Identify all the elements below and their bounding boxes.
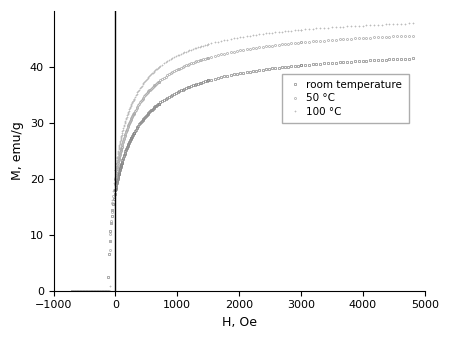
Line: 100 °C: 100 °C	[71, 22, 414, 292]
room temperature	[410, 56, 415, 61]
Legend: room temperature, 50 °C, 100 °C: room temperature, 50 °C, 100 °C	[283, 73, 409, 123]
50 °C	[77, 289, 82, 293]
Line: 50 °C: 50 °C	[71, 35, 414, 292]
50 °C	[97, 289, 103, 293]
100 °C	[77, 289, 82, 293]
room temperature	[117, 167, 122, 171]
100 °C	[81, 289, 86, 293]
100 °C	[345, 24, 350, 29]
100 °C	[117, 141, 122, 145]
50 °C	[170, 70, 175, 74]
50 °C	[69, 289, 75, 293]
Y-axis label: M, emu/g: M, emu/g	[11, 121, 24, 180]
50 °C	[117, 152, 122, 156]
room temperature	[345, 60, 350, 64]
100 °C	[69, 289, 75, 293]
room temperature	[97, 289, 103, 293]
X-axis label: H, Oe: H, Oe	[222, 316, 256, 329]
room temperature	[77, 289, 82, 293]
room temperature	[170, 93, 175, 97]
50 °C	[81, 289, 86, 293]
100 °C	[410, 21, 415, 26]
100 °C	[170, 56, 175, 60]
50 °C	[410, 34, 415, 38]
Line: room temperature: room temperature	[71, 57, 414, 292]
100 °C	[97, 289, 103, 293]
50 °C	[345, 37, 350, 41]
room temperature	[81, 289, 86, 293]
room temperature	[69, 289, 75, 293]
